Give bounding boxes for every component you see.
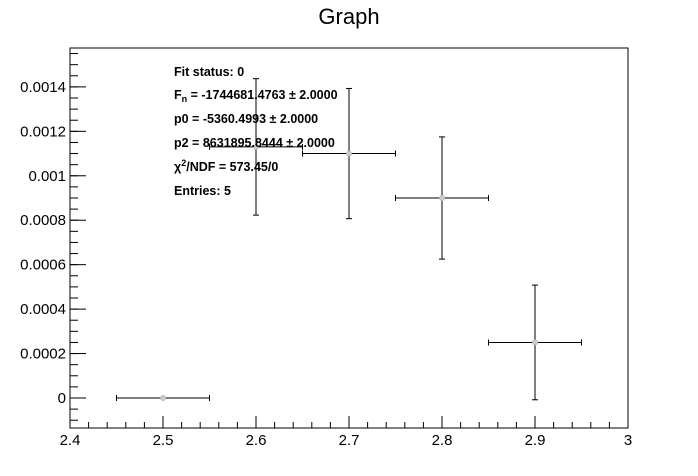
stat-chi-label: χ — [174, 160, 182, 174]
stat-fn: Fn = -1744681.4763 ± 2.0000 — [174, 88, 338, 104]
x-tick-label: 2.8 — [432, 432, 453, 449]
x-tick-label: 2.5 — [153, 432, 174, 449]
stat-p2: p2 = 8631895.8444 ± 2.0000 — [174, 136, 335, 150]
x-tick-label: 2.4 — [60, 432, 81, 449]
stat-fn-label: F — [174, 88, 182, 102]
chart-title: Graph — [318, 4, 379, 29]
stat-fn-value: = -1744681.4763 ± 2.0000 — [187, 88, 337, 102]
stat-fn-sub: n — [182, 94, 188, 104]
y-tick-label: 0.0006 — [20, 257, 66, 274]
stat-p0: p0 = -5360.4993 ± 2.0000 — [174, 112, 318, 126]
data-point — [302, 87, 396, 220]
point-marker — [346, 150, 352, 157]
stat-chi-value: /NDF = 573.45/0 — [186, 160, 278, 174]
stat-fit-status: Fit status: 0 — [174, 65, 244, 79]
point-marker — [439, 195, 445, 201]
stats-box: Fit status: 0 Fn = -1744681.4763 ± 2.000… — [174, 65, 338, 198]
x-axis: 2.4 2.5 2.6 2.7 2.8 2.9 3 — [60, 416, 632, 449]
x-tick-label: 2.6 — [246, 432, 267, 449]
data-point — [395, 136, 489, 260]
point-marker — [160, 395, 166, 401]
y-tick-label: 0.0014 — [20, 79, 66, 96]
y-tick-label: 0.0002 — [20, 346, 66, 363]
point-marker — [253, 143, 259, 150]
stat-chi-sup: 2 — [181, 158, 186, 168]
data-point — [488, 284, 582, 401]
y-axis: 0 0.0002 0.0004 0.0006 0.0008 0.001 0.0012 0.00… — [20, 53, 86, 421]
x-tick-label: 2.7 — [339, 432, 360, 449]
data-series — [116, 78, 582, 401]
y-tick-label: 0.0012 — [20, 123, 66, 140]
y-tick-label: 0.001 — [28, 168, 66, 185]
y-tick-label: 0.0008 — [20, 212, 66, 229]
y-tick-label: 0.0004 — [20, 301, 66, 318]
stat-entries: Entries: 5 — [174, 184, 231, 198]
stat-chi2: χ2/NDF = 573.45/0 — [174, 158, 278, 174]
y-tick-label: 0 — [58, 390, 66, 407]
x-tick-label: 2.9 — [525, 432, 546, 449]
x-tick-label: 3 — [624, 432, 632, 449]
data-point — [209, 78, 303, 216]
data-point — [116, 395, 210, 401]
point-marker — [532, 339, 538, 346]
